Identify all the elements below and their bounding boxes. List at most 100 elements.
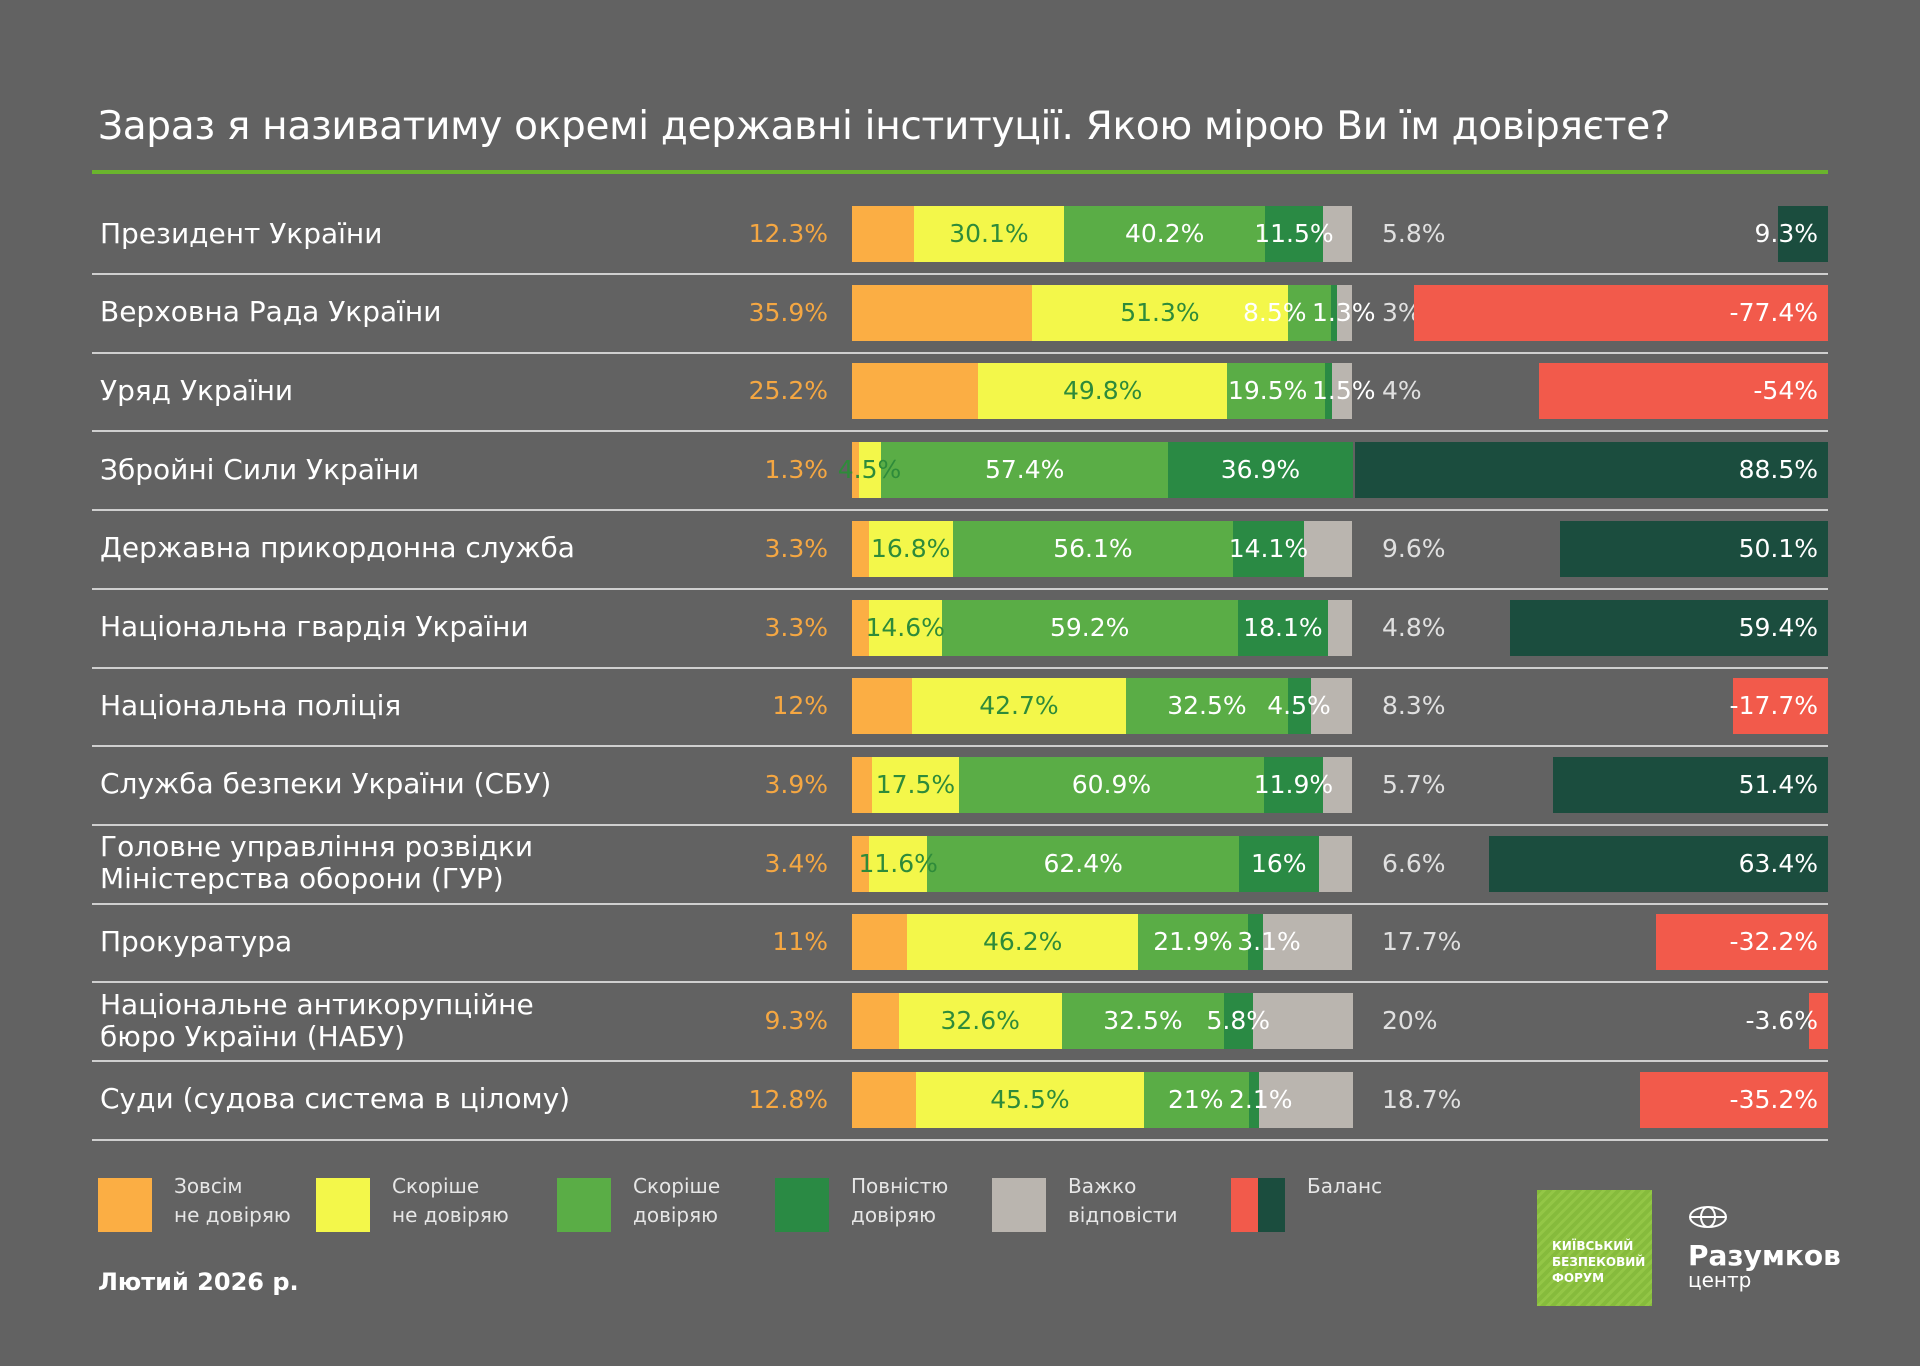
bar-segment-rather-not [1031,284,1288,341]
bar-segment-rather-not [913,206,1064,262]
bar-segment-full [1265,206,1323,262]
bar-segment-dk [1319,835,1352,892]
bar-segment-dk [1253,993,1353,1049]
chart-row: Національне антикорупційне бюро України … [92,981,1828,1062]
bar-segment-rather [1143,1071,1249,1128]
bar-segment-none [852,206,914,262]
balance-label: 63.4% [1738,848,1818,878]
bar-segment-full [1263,756,1323,813]
legend-label: Баланс [1307,1174,1383,1198]
bar-segment-none [852,284,1032,341]
value-label-none: 12% [772,691,828,721]
data-label: 18.1% [1243,612,1323,642]
bar-segment-rather [1125,678,1288,735]
bar-segment-dk [1310,678,1352,735]
legend-item: Скоріше не довіряю [316,1174,509,1232]
chart-row: Верховна Рада України 35.9% 51.3% 8.5% 1.3% 3… [92,273,1828,354]
bar-segment-rather [1061,993,1224,1049]
data-label: 11.6% [858,848,938,878]
bar-segment-none [852,363,978,420]
bar-segment-none [852,835,869,892]
legend-swatch [1231,1178,1285,1232]
legend-swatch [557,1178,611,1232]
bar-segment-none [852,442,859,499]
balance-bar [1559,520,1828,577]
bar-segment-rather-not [858,442,881,499]
balance-label: 88.5% [1738,455,1818,485]
chart-row: Національна гвардія України 3.3% 14.6% 59.2… [92,588,1828,669]
data-label: 8.5% [1243,297,1307,327]
data-label: 42.7% [979,691,1059,721]
data-label: 40.2% [1125,219,1205,248]
chart-row: Президент України 12.3% 30.1% 40.2% 11.5% 5.8… [92,194,1828,275]
value-label-none: 3.9% [764,769,828,799]
balance-bar [1553,756,1828,813]
bar-segment-rather [1138,914,1248,971]
data-label: 62.4% [1043,848,1123,878]
bar-segment-rather-not [868,520,953,577]
data-label: 36.9% [1220,455,1301,485]
value-label-none: 3.3% [764,612,828,642]
bar-segment-rather-not [868,599,942,656]
legend-label: Скоріше довіряю [633,1174,721,1227]
chart-row: Збройні Сили України 1.3% 4.5% 57.4% 36.9% 88… [92,430,1828,512]
balance-label: -77.4% [1729,297,1818,327]
data-label: 5.8% [1206,1006,1271,1035]
chart-row: Служба безпеки України (СБУ) 3.9% 17.5% 60.… [92,745,1828,826]
legend-item: Повністю довіряю [775,1174,948,1232]
row-label: Верховна Рада України [100,295,442,329]
bar-segment-full [1233,520,1304,577]
balance-label: -32.2% [1729,927,1818,957]
razumkov-sub: центр [1688,1268,1752,1292]
value-label-none: 25.2% [748,376,828,406]
bar-segment-none [852,993,899,1049]
bar-segment-none [852,599,869,656]
bar-segment-full [1224,993,1253,1049]
data-label: 4.5% [837,455,902,485]
value-label-none: 1.3% [764,455,828,485]
chart-row: Головне управління розвідки Міністерства… [92,824,1828,905]
value-label-none: 11% [772,927,828,957]
bar-segment-dk [1332,363,1352,420]
data-label: 46.2% [983,927,1063,957]
value-label-dk: 18.7% [1382,1084,1462,1114]
data-label: 1.3% [1312,297,1376,327]
title-rule [92,170,1828,174]
data-label: 32.6% [940,1006,1020,1035]
data-label: 3.1% [1237,927,1301,957]
balance-label: 50.1% [1738,533,1818,563]
value-label-none: 12.3% [748,219,828,248]
bar-segment-full [1288,678,1311,735]
bar-segment-dk [1259,1071,1353,1128]
globe-icon [1689,1206,1727,1228]
bar-segment-full [1168,442,1353,499]
row-label: Національне антикорупційне бюро України … [100,987,534,1053]
balance-bar [1539,363,1828,420]
data-label: 56.1% [1053,533,1133,563]
legend-item: Зовсім не довіряю [98,1174,291,1232]
bar-segment-rather [1064,206,1265,262]
value-label-dk: 4.8% [1382,612,1446,642]
bar-segment-rather [941,599,1238,656]
razumkov-name: Разумков [1688,1239,1841,1272]
data-label: 17.5% [875,769,956,799]
balance-bar [1655,914,1828,971]
bar-segment-rather [952,520,1233,577]
data-label: 32.5% [1167,691,1247,721]
bar-segment-rather-not [912,678,1126,735]
survey-date: Лютий 2026 р. [98,1268,299,1296]
value-label-dk: 9.6% [1382,533,1446,563]
row-label: Уряд України [100,373,294,407]
kbf-logo-text: КИЇВСЬКИЙ БЕЗПЕКОВИЙ ФОРУМ [1552,1239,1646,1285]
legend-swatch [316,1178,370,1232]
balance-label: -3.6% [1745,1006,1818,1035]
bar-segment-none [852,1071,916,1128]
data-label: 21% [1168,1084,1224,1114]
value-label-dk: 17.7% [1382,927,1462,957]
value-label-none: 35.9% [748,297,828,327]
bar-segment-dk [1328,599,1352,656]
balance-label: -17.7% [1729,691,1818,721]
row-label: Прокуратура [100,924,293,958]
value-label-dk: 5.7% [1382,769,1446,799]
data-label: 19.5% [1228,376,1308,406]
